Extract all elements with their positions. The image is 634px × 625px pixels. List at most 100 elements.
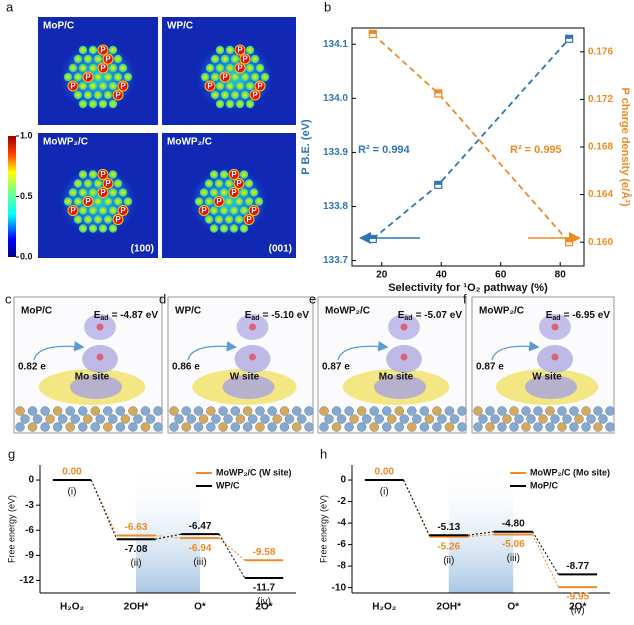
map-title: MoWP₂/C — [43, 137, 88, 148]
surface-atom — [533, 406, 543, 416]
p-atom — [233, 178, 245, 189]
connector — [532, 531, 559, 575]
atom — [93, 197, 103, 206]
step-label: (iv) — [257, 597, 271, 608]
x-tick-label: 60 — [495, 270, 507, 281]
atom — [245, 45, 255, 55]
atom — [204, 197, 214, 206]
y-tick-label: 134.0 — [323, 93, 348, 104]
surface-atom — [399, 414, 409, 424]
map-title: WP/C — [167, 21, 193, 32]
legend-label: MoWP₂/C (W site) — [216, 467, 292, 477]
value-label: -8.77 — [566, 561, 589, 572]
p-atom — [243, 214, 255, 225]
shaded-region — [136, 465, 200, 593]
value-label: -5.06 — [502, 539, 525, 550]
x-tick-label: O* — [507, 602, 519, 613]
atom-label: P — [257, 82, 263, 91]
structure-title: MoP/C — [21, 306, 52, 317]
atom — [73, 179, 83, 188]
surface-atom — [444, 406, 455, 416]
surface-atom — [412, 414, 422, 424]
surface-atom — [497, 422, 507, 432]
panel-label: g — [8, 446, 15, 461]
charge-density — [222, 375, 275, 399]
surface-atom — [394, 406, 404, 416]
surface-atom — [133, 414, 143, 424]
surface-atom — [521, 406, 531, 416]
value-label: -7.08 — [125, 544, 148, 555]
atom-label: P — [236, 179, 242, 188]
p-atom — [82, 196, 94, 207]
atom — [88, 170, 98, 179]
surface-atom — [509, 422, 519, 432]
surface-atom — [562, 414, 572, 424]
atom-label: P — [231, 188, 237, 197]
atom — [260, 72, 270, 82]
point-fill — [565, 35, 573, 39]
surface-atom — [15, 422, 25, 432]
panel-label: d — [159, 291, 166, 306]
connector — [155, 533, 181, 540]
atom — [103, 215, 113, 224]
surface-atom — [369, 422, 379, 432]
oxygen — [551, 323, 559, 331]
value-label: 0.00 — [375, 467, 395, 478]
p-atom — [254, 80, 266, 92]
atom — [93, 179, 103, 188]
atom — [230, 90, 240, 100]
facet-label: (100) — [131, 244, 154, 255]
energy-symbol: E — [245, 310, 252, 321]
p-atom — [213, 196, 225, 207]
adsorption-energy: Ead = -5.10 eV — [245, 310, 310, 322]
site-label: Mo site — [75, 372, 110, 383]
atom — [88, 99, 98, 109]
surface-atom — [45, 414, 55, 424]
surface-atom — [557, 406, 567, 416]
point-fill — [434, 181, 442, 185]
surface-atom — [52, 406, 63, 416]
surface-atom — [174, 414, 184, 424]
surface-atom — [169, 422, 179, 432]
atom-label: P — [85, 73, 91, 82]
surface-atom — [103, 422, 113, 432]
y-tick-label: 133.8 — [323, 201, 348, 212]
atom — [225, 99, 235, 109]
atom — [78, 81, 88, 91]
connector — [90, 479, 118, 540]
surface-atom — [128, 406, 138, 416]
surface-atom — [331, 422, 342, 432]
surface-atom — [432, 422, 442, 432]
surface-atom — [206, 422, 216, 432]
p-atom — [239, 53, 251, 65]
y-tick-label: 0.160 — [588, 237, 613, 248]
atom — [210, 54, 220, 64]
panel-label: f — [463, 291, 467, 306]
atom — [98, 206, 108, 215]
surface-atom — [581, 406, 591, 416]
p-atom — [112, 89, 124, 101]
atom — [230, 72, 240, 82]
surface-atom — [242, 422, 253, 432]
surface-atom — [223, 414, 233, 424]
atom — [108, 206, 118, 215]
surface-atom — [230, 422, 241, 432]
surface-atom — [533, 422, 543, 432]
structure-title: MoWP₂/C — [479, 306, 524, 317]
adsorption-energy: Ead = -6.95 eV — [546, 310, 611, 322]
p-atom — [198, 205, 210, 216]
p-atom — [117, 205, 129, 216]
atom — [209, 170, 219, 179]
atom — [240, 72, 250, 82]
surface-atom — [304, 406, 314, 416]
atom — [113, 54, 123, 64]
step-label: (ii) — [443, 555, 454, 566]
surface-atom — [181, 422, 191, 432]
surface-atom — [103, 406, 113, 416]
y2-axis-label: P charge density (e/Å³) — [619, 88, 632, 207]
energy-subscript: ad — [100, 315, 108, 322]
oxygen — [249, 323, 256, 331]
atom — [73, 72, 83, 82]
facet-label: (001) — [269, 244, 292, 255]
